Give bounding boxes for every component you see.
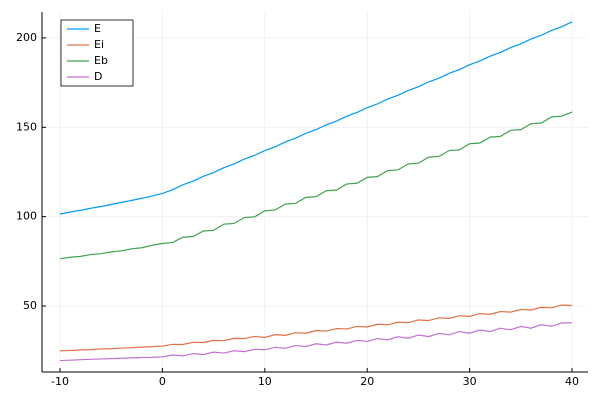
x-tick-label: 0 bbox=[159, 375, 166, 388]
series-line bbox=[59, 322, 573, 362]
series-line bbox=[59, 21, 573, 215]
x-tick-label: 40 bbox=[565, 375, 579, 388]
y-tick-label: 50 bbox=[23, 299, 37, 312]
y-tick-label: 200 bbox=[16, 31, 37, 44]
legend-label: E bbox=[94, 22, 101, 35]
x-tick-label: 30 bbox=[463, 375, 477, 388]
series-line bbox=[59, 111, 573, 260]
x-tick-label: 10 bbox=[258, 375, 272, 388]
legend-label: Ei bbox=[94, 38, 104, 51]
legend-label: D bbox=[94, 70, 102, 83]
x-tick-label: 20 bbox=[360, 375, 374, 388]
legend-box bbox=[60, 19, 134, 87]
y-tick-label: 150 bbox=[16, 120, 37, 133]
series-line bbox=[60, 304, 573, 352]
y-tick-label: 100 bbox=[16, 210, 37, 223]
legend-label: Eb bbox=[94, 54, 108, 67]
x-tick-label: -10 bbox=[51, 375, 69, 388]
